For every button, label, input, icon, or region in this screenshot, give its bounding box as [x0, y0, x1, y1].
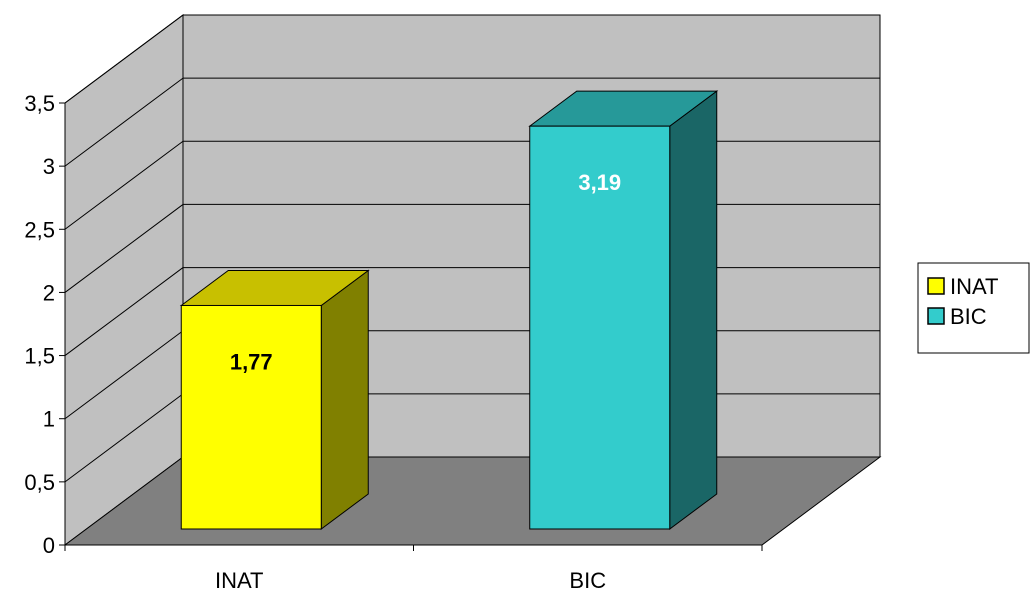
- gridline-side: [64, 330, 184, 420]
- legend-label: INAT: [950, 274, 998, 299]
- bar-front: [529, 125, 671, 530]
- gridline-side: [64, 14, 184, 104]
- bars: 1,77 3,19: [179, 90, 719, 530]
- bar-bic: 3,19: [528, 90, 719, 530]
- side-wall: [64, 14, 184, 546]
- y-tick-label: 1,5: [24, 344, 55, 369]
- gridline-side: [64, 204, 184, 293]
- legend-swatch: [927, 307, 945, 325]
- gridline-side: [64, 140, 184, 230]
- y-tick-label: 2,5: [24, 217, 55, 242]
- y-tick-label: 0,5: [24, 470, 55, 495]
- x-tick-label: BIC: [569, 568, 606, 590]
- gridline-side: [64, 393, 184, 483]
- y-axis-ticks: 0 0,5 1 1,5 2 2,5 3 3,5: [24, 91, 65, 558]
- gridline-side: [64, 267, 184, 356]
- legend-item-inat: INAT: [927, 274, 998, 299]
- bar-side: [320, 269, 369, 530]
- category-labels: INAT BIC: [215, 568, 606, 590]
- gridline-side: [64, 77, 184, 167]
- axes: [64, 103, 763, 551]
- data-label: 1,77: [230, 349, 273, 374]
- y-tick-label: 3: [43, 154, 55, 179]
- bar-front: [180, 304, 322, 530]
- x-tick-label: INAT: [215, 568, 263, 590]
- y-tick-label: 3,5: [24, 91, 55, 116]
- legend-swatch: [927, 277, 945, 295]
- data-label: 3,19: [578, 170, 621, 195]
- legend: INAT BIC: [917, 262, 1030, 354]
- legend-item-bic: BIC: [927, 304, 987, 329]
- bar-inat: 1,77: [179, 269, 370, 530]
- y-tick-label: 0: [43, 533, 55, 558]
- bar-side: [669, 90, 718, 530]
- legend-label: BIC: [950, 304, 987, 329]
- y-tick-label: 1: [43, 407, 55, 432]
- y-tick-label: 2: [43, 280, 55, 305]
